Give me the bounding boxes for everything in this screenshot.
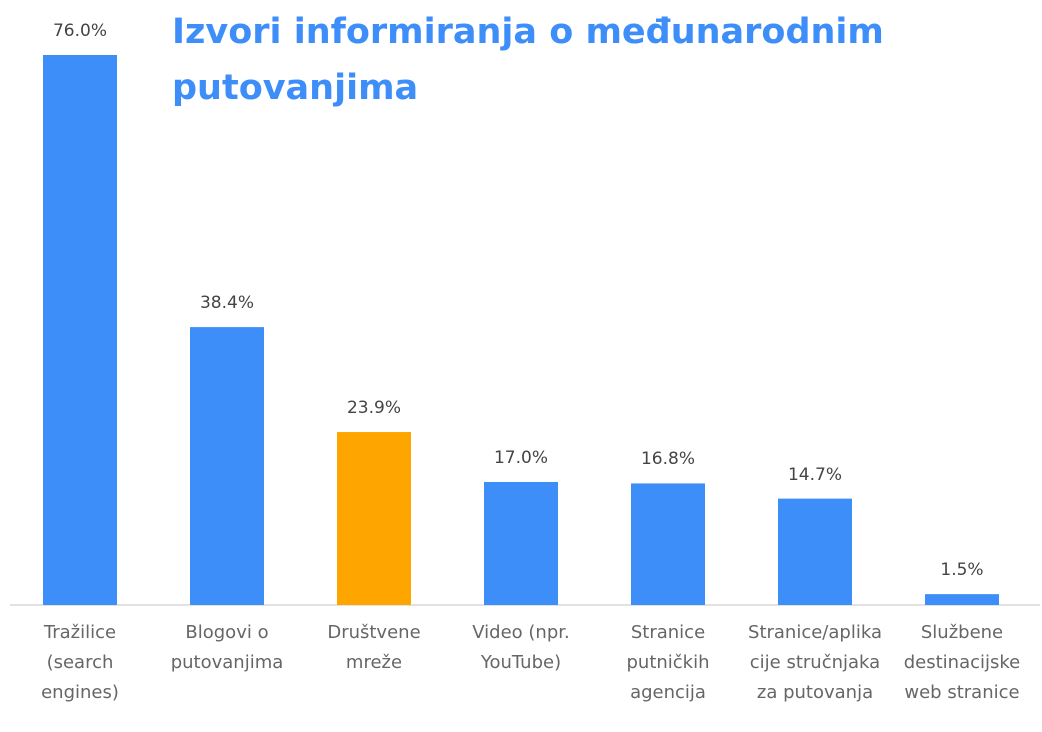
value-label: 17.0% [493,447,548,468]
x-tick-label: Stranice putničkih agencija [626,622,710,703]
x-tick-label: Društvene mreže [327,622,421,673]
chart-title: Izvori informiranja o međunarodnim putov… [172,12,884,108]
bar [778,498,852,605]
bar [631,483,705,605]
value-label: 38.4% [199,293,254,314]
bar [484,481,558,605]
value-label: 16.8% [640,449,695,470]
bar [925,594,999,605]
x-tick-label: Službene destinacijske web stranice [903,622,1021,703]
x-tick-label: Stranice/aplikacije stručnjaka za putova… [748,622,882,703]
bar [190,327,264,605]
bar [337,432,411,605]
x-tick-label: Tražilice (search engines) [41,622,119,703]
bar [43,55,117,605]
x-tick-label: Video (npr. YouTube) [472,622,570,673]
value-label: 76.0% [52,21,107,41]
x-tick-label: Blogovi o putovanjima [170,622,284,673]
value-label: 14.7% [787,464,842,485]
value-label: 1.5% [940,560,984,581]
value-label: 23.9% [346,398,401,419]
